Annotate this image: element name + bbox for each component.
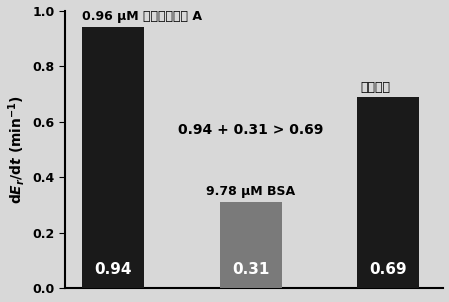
Bar [220,202,282,288]
Text: 0.69: 0.69 [370,262,407,277]
Text: 0.96 μM 核糖核苷酸酶 A: 0.96 μM 核糖核苷酸酶 A [82,10,202,23]
Text: 0.31: 0.31 [232,262,269,277]
Text: 混合溶液: 混合溶液 [361,81,391,94]
Text: 9.78 μM BSA: 9.78 μM BSA [206,185,295,198]
Text: 0.94 + 0.31 > 0.69: 0.94 + 0.31 > 0.69 [178,123,323,137]
Text: 0.94: 0.94 [94,262,132,277]
Bar [357,97,419,288]
Y-axis label: d$E_r$/d$t$ (min$^{-1}$): d$E_r$/d$t$ (min$^{-1}$) [5,95,26,204]
Bar [82,27,144,288]
